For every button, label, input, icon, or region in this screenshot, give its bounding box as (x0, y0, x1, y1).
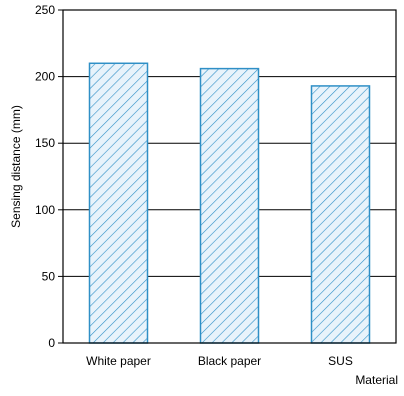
x-tick-label-0: White paper (86, 354, 151, 368)
y-tick-label-50: 50 (42, 269, 56, 283)
bar-sus (310, 85, 371, 344)
x-axis-label: Material (355, 373, 398, 387)
bars (88, 62, 371, 344)
y-tick-label-150: 150 (35, 136, 55, 150)
y-tick-label-100: 100 (35, 203, 55, 217)
bar-white-paper (88, 62, 149, 344)
x-tick-label-2: SUS (328, 354, 353, 368)
y-axis-label: Sensing distance (mm) (9, 105, 23, 228)
bar-black-paper (199, 67, 260, 344)
y-axis-ticks: 0 50 100 150 200 250 (35, 3, 63, 350)
y-tick-label-0: 0 (48, 336, 55, 350)
x-tick-label-1: Black paper (198, 354, 261, 368)
axes (62, 9, 397, 344)
y-tick-label-200: 200 (35, 70, 55, 84)
plot-frame (62, 9, 397, 344)
y-tick-label-250: 250 (35, 3, 55, 17)
x-axis-ticks: White paper Black paper SUS (86, 354, 353, 368)
